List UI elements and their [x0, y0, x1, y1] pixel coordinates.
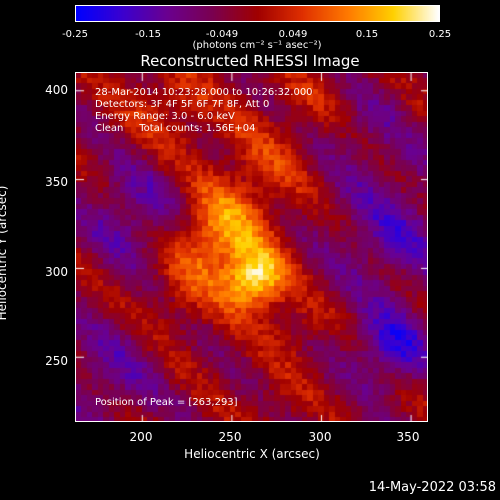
colorbar-tick: -0.049 — [205, 29, 239, 40]
y-tick-label: 250 — [45, 354, 68, 368]
y-axis-label: Heliocentric Y (arcsec) — [0, 185, 9, 321]
timestamp: 14-May-2022 03:58 — [368, 480, 496, 495]
heatmap-image — [76, 73, 427, 421]
clean-counts-label: Clean Total counts: 1.56E+04 — [95, 123, 256, 134]
colorbar-tick: 0.15 — [355, 29, 379, 40]
energy-range-label: Energy Range: 3.0 - 6.0 keV — [95, 111, 235, 122]
y-tick-label: 400 — [45, 83, 68, 97]
time-range-label: 28-Mar-2014 10:23:28.000 to 10:26:32.000 — [95, 87, 313, 98]
colorbar-gradient — [75, 5, 440, 22]
y-tick-label: 300 — [45, 265, 68, 279]
plot-area — [75, 72, 428, 422]
x-tick-label: 300 — [308, 430, 332, 444]
x-axis-label: Heliocentric X (arcsec) — [184, 447, 320, 461]
colorbar-tick: -0.15 — [135, 29, 161, 40]
x-tick-label: 250 — [218, 430, 242, 444]
peak-position-label: Position of Peak = [263,293] — [95, 397, 238, 408]
colorbar-unit-label: (photons cm⁻² s⁻¹ asec⁻²) — [192, 40, 322, 51]
x-tick-label: 200 — [129, 430, 153, 444]
chart-title: Reconstructed RHESSI Image — [140, 52, 360, 70]
x-tick-label: 350 — [396, 430, 420, 444]
y-tick-label: 350 — [45, 175, 68, 189]
colorbar-tick: 0.049 — [278, 29, 308, 40]
colorbar-tick: -0.25 — [62, 29, 88, 40]
detectors-label: Detectors: 3F 4F 5F 6F 7F 8F, Att 0 — [95, 99, 270, 110]
colorbar-tick: 0.25 — [428, 29, 452, 40]
